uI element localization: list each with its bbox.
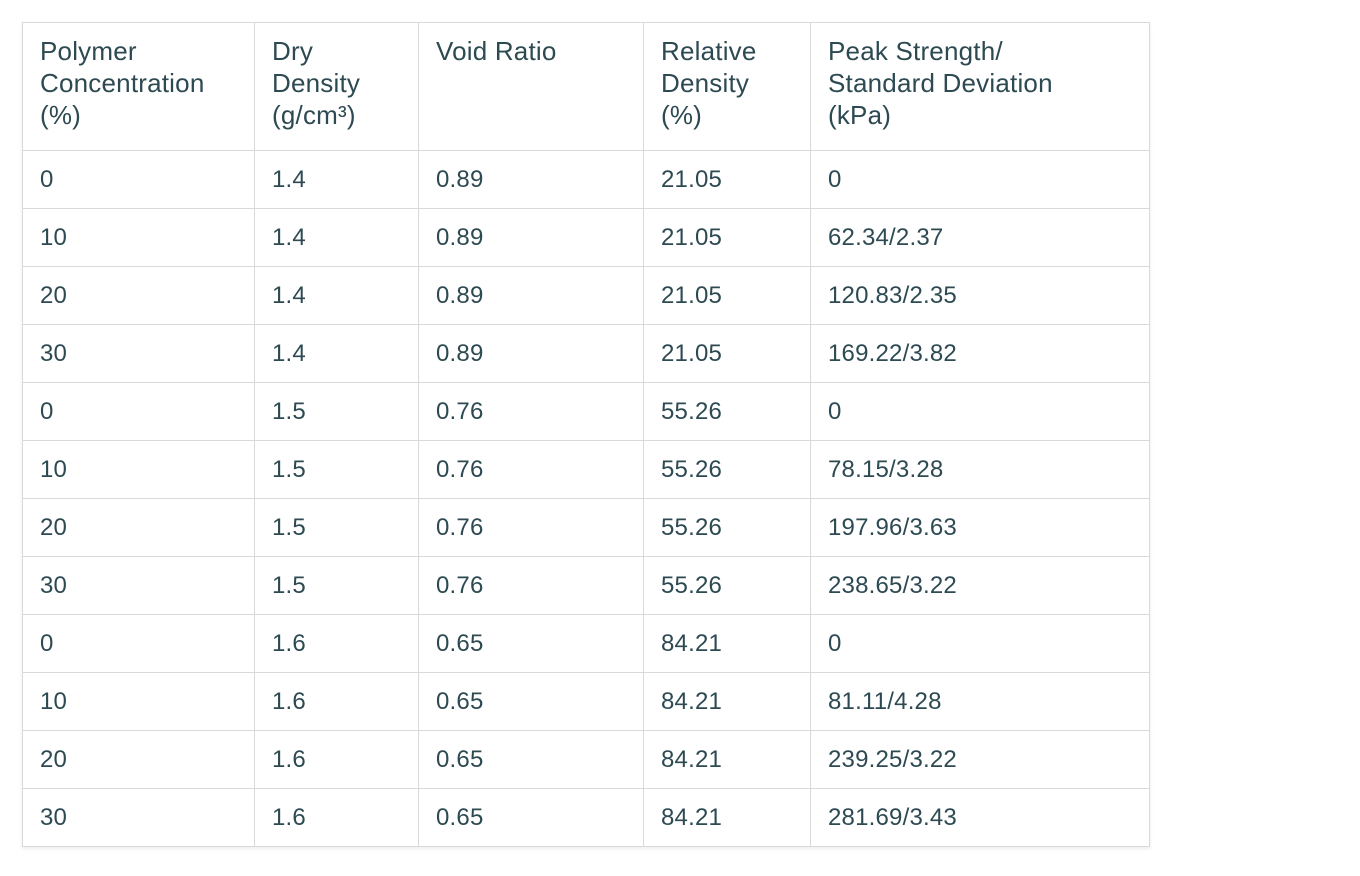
table-cell: 0 [22, 382, 255, 441]
table-cell: 0.65 [418, 614, 644, 673]
table-row: 10 1.4 0.89 21.05 62.34/2.37 [22, 208, 1150, 267]
table-cell: 0.76 [418, 556, 644, 615]
table-cell: 0 [22, 614, 255, 673]
table-cell: 0.89 [418, 208, 644, 267]
table-row: 10 1.5 0.76 55.26 78.15/3.28 [22, 440, 1150, 499]
table-cell: 0 [22, 150, 255, 209]
table-cell: 0 [810, 382, 1150, 441]
table-cell: 78.15/3.28 [810, 440, 1150, 499]
table-cell: 0.89 [418, 324, 644, 383]
table-cell: 1.6 [254, 672, 419, 731]
table-cell: 84.21 [643, 672, 811, 731]
table-cell: 1.5 [254, 440, 419, 499]
table-cell: 1.6 [254, 614, 419, 673]
table-cell: 281.69/3.43 [810, 788, 1150, 847]
table-row: 10 1.6 0.65 84.21 81.11/4.28 [22, 672, 1150, 731]
column-header-relative-density: Relative Density (%) [643, 22, 811, 151]
table-cell: 0 [810, 614, 1150, 673]
table-cell: 84.21 [643, 614, 811, 673]
table-row: 0 1.5 0.76 55.26 0 [22, 382, 1150, 441]
table-cell: 55.26 [643, 382, 811, 441]
table-cell: 84.21 [643, 730, 811, 789]
table-cell: 21.05 [643, 266, 811, 325]
table-cell: 21.05 [643, 208, 811, 267]
table-cell: 20 [22, 498, 255, 557]
table-cell: 84.21 [643, 788, 811, 847]
table-cell: 238.65/3.22 [810, 556, 1150, 615]
table-cell: 55.26 [643, 556, 811, 615]
table-cell: 197.96/3.63 [810, 498, 1150, 557]
table-row: 20 1.6 0.65 84.21 239.25/3.22 [22, 730, 1150, 789]
table-cell: 21.05 [643, 324, 811, 383]
column-header-peak-strength: Peak Strength/ Standard Deviation (kPa) [810, 22, 1150, 151]
table-cell: 169.22/3.82 [810, 324, 1150, 383]
table-cell: 20 [22, 730, 255, 789]
table-cell: 55.26 [643, 498, 811, 557]
table-cell: 20 [22, 266, 255, 325]
table-body: 0 1.4 0.89 21.05 0 10 1.4 0.89 21.05 62.34/2.37 20… [22, 150, 1150, 847]
table-cell: 30 [22, 556, 255, 615]
table-cell: 1.6 [254, 730, 419, 789]
data-table: Polymer Concentration (%) Dry Density (g… [22, 22, 1150, 847]
table-cell: 1.4 [254, 324, 419, 383]
table-row: 30 1.6 0.65 84.21 281.69/3.43 [22, 788, 1150, 847]
table-cell: 21.05 [643, 150, 811, 209]
column-header-polymer-concentration: Polymer Concentration (%) [22, 22, 255, 151]
table-cell: 30 [22, 788, 255, 847]
table-cell: 0.76 [418, 498, 644, 557]
column-header-dry-density: Dry Density (g/cm³) [254, 22, 419, 151]
table-cell: 0.89 [418, 150, 644, 209]
table-header-row: Polymer Concentration (%) Dry Density (g… [22, 22, 1150, 151]
table-cell: 0.65 [418, 730, 644, 789]
table-cell: 1.4 [254, 150, 419, 209]
table-cell: 1.5 [254, 382, 419, 441]
table-cell: 1.4 [254, 208, 419, 267]
table-header: Polymer Concentration (%) Dry Density (g… [22, 22, 1150, 151]
table-cell: 1.5 [254, 498, 419, 557]
table-row: 20 1.4 0.89 21.05 120.83/2.35 [22, 266, 1150, 325]
table-cell: 0.65 [418, 788, 644, 847]
table-cell: 239.25/3.22 [810, 730, 1150, 789]
table-cell: 0.89 [418, 266, 644, 325]
table-cell: 0 [810, 150, 1150, 209]
table-cell: 1.6 [254, 788, 419, 847]
column-header-void-ratio: Void Ratio [418, 22, 644, 151]
table-cell: 0.65 [418, 672, 644, 731]
table-cell: 10 [22, 440, 255, 499]
table-cell: 0.76 [418, 382, 644, 441]
table-row: 30 1.4 0.89 21.05 169.22/3.82 [22, 324, 1150, 383]
table-row: 30 1.5 0.76 55.26 238.65/3.22 [22, 556, 1150, 615]
table-row: 0 1.4 0.89 21.05 0 [22, 150, 1150, 209]
table-cell: 120.83/2.35 [810, 266, 1150, 325]
table-cell: 62.34/2.37 [810, 208, 1150, 267]
table-cell: 81.11/4.28 [810, 672, 1150, 731]
table-cell: 1.4 [254, 266, 419, 325]
table-cell: 10 [22, 672, 255, 731]
table-cell: 0.76 [418, 440, 644, 499]
table-cell: 55.26 [643, 440, 811, 499]
table-row: 20 1.5 0.76 55.26 197.96/3.63 [22, 498, 1150, 557]
table-cell: 1.5 [254, 556, 419, 615]
table-cell: 10 [22, 208, 255, 267]
table-row: 0 1.6 0.65 84.21 0 [22, 614, 1150, 673]
table-cell: 30 [22, 324, 255, 383]
